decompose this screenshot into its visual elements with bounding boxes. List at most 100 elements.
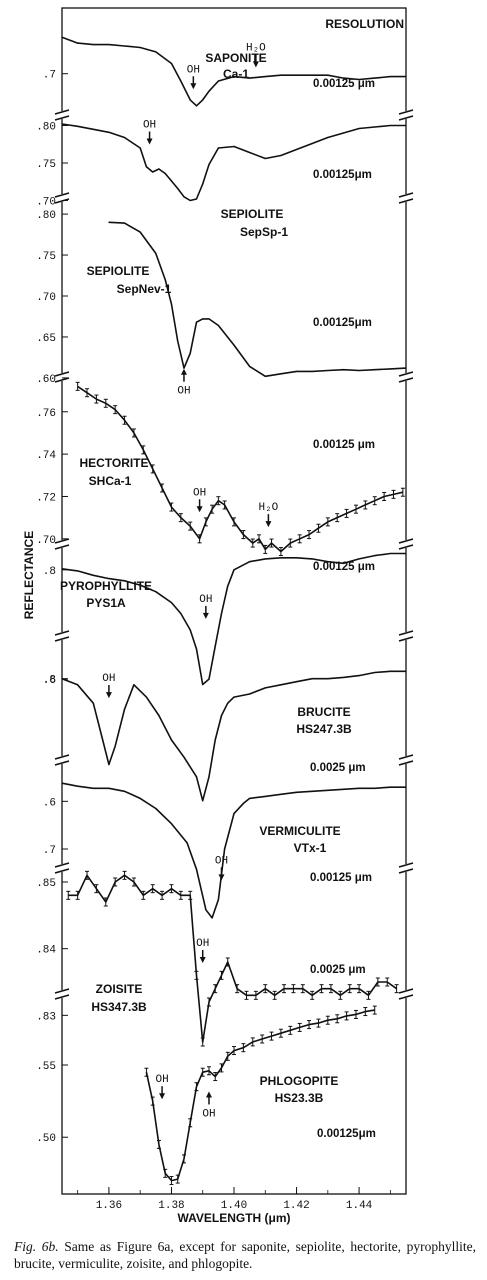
band-annotation: OH — [196, 938, 209, 963]
data-point — [195, 198, 198, 200]
data-point — [233, 569, 235, 571]
axis-break-mark — [54, 994, 70, 1000]
resolution-label: 0.00125 μm — [313, 561, 375, 573]
data-point — [108, 787, 110, 789]
band-arrowhead — [205, 1091, 212, 1098]
data-point — [405, 124, 407, 127]
resolution-header: RESOLUTION — [325, 17, 404, 31]
axis-break-mark — [398, 630, 414, 636]
band-arrowhead — [159, 1093, 166, 1100]
data-point — [195, 105, 198, 107]
axis-break-mark — [398, 988, 414, 994]
data-point — [114, 745, 116, 747]
data-point — [186, 842, 188, 844]
axis-break-mark — [54, 988, 70, 994]
axis-break-gap — [401, 540, 411, 548]
data-point — [183, 196, 185, 198]
band-annotation: H₂O — [246, 42, 266, 68]
data-point — [280, 557, 282, 559]
band-annotation: OH — [143, 120, 156, 145]
data-point — [374, 77, 376, 79]
data-point — [389, 124, 391, 127]
resolution-label: 0.00125μm — [313, 169, 372, 181]
axis-break-mark — [54, 630, 70, 636]
y-tick-label: .55 — [36, 1061, 56, 1073]
x-axis: 1.36 1.38 1.40 1.42 1.44 WAVELENGTH (μm) — [77, 1187, 391, 1225]
data-point — [139, 584, 141, 586]
band-arrowhead — [218, 874, 225, 881]
data-point — [280, 373, 282, 375]
axis-break-mark — [398, 198, 414, 204]
data-point — [342, 369, 345, 371]
sample-id: SHCa-1 — [89, 474, 132, 488]
data-point — [61, 782, 63, 784]
data-point — [295, 681, 298, 683]
band-annotation: OH — [193, 487, 206, 513]
data-point — [195, 321, 198, 323]
data-point — [195, 776, 198, 778]
data-point — [327, 678, 329, 680]
band-label: OH — [196, 938, 209, 950]
data-point — [224, 848, 226, 850]
series-sepiolite-3: .80 .75 .70 .65 .60 OH SEPIOLITE SepNev-1 0.0012… — [36, 210, 407, 398]
y-tick-label: .7 — [43, 845, 56, 857]
data-point — [170, 602, 173, 604]
data-point — [108, 43, 110, 46]
data-point — [358, 78, 360, 81]
data-point — [311, 74, 313, 76]
data-point — [189, 629, 191, 631]
data-point — [108, 131, 110, 133]
axis-break-mark — [398, 115, 414, 121]
data-point — [155, 51, 157, 53]
data-point — [311, 370, 313, 372]
data-point — [327, 136, 329, 139]
x-tick-label: 1.38 — [158, 1200, 184, 1212]
axis-break-mark — [398, 636, 414, 642]
axis-break-mark — [398, 192, 414, 198]
data-point — [214, 739, 216, 741]
y-tick-label: .70 — [36, 292, 56, 304]
data-point — [311, 678, 313, 680]
spectrum-line — [61, 36, 406, 107]
data-point — [217, 324, 219, 327]
axis-break-mark — [54, 868, 70, 874]
spectrum-line — [108, 221, 407, 378]
data-point — [249, 77, 251, 79]
band-annotation: OH — [187, 64, 200, 90]
data-point — [342, 788, 345, 790]
band-label: OH — [202, 1108, 215, 1120]
sample-id: SepNev-1 — [117, 282, 172, 296]
axis-break-mark — [54, 862, 70, 868]
axis-break-mark — [54, 636, 70, 642]
data-point — [123, 45, 126, 47]
data-point — [374, 671, 376, 674]
data-point — [389, 552, 391, 555]
band-annotation: OH — [155, 1074, 169, 1100]
mineral-name: PHLOGOPITE — [260, 1074, 339, 1088]
band-arrowhead — [190, 83, 197, 90]
axis-break-mark — [54, 115, 70, 121]
data-point — [211, 917, 213, 919]
sample-id: VTx-1 — [294, 841, 327, 855]
data-point — [108, 221, 110, 223]
resolution-label: 0.00125μm — [313, 317, 372, 329]
band-annotation: OH — [215, 855, 228, 881]
y-tick-label: .65 — [36, 333, 56, 345]
band-arrowhead — [252, 61, 259, 68]
data-point — [208, 678, 210, 680]
data-point — [327, 789, 329, 791]
y-axis-label: REFLECTANCE — [22, 531, 36, 619]
data-point — [264, 375, 266, 377]
mineral-name: ZOISITE — [96, 982, 143, 996]
data-point — [208, 776, 210, 778]
band-label: OH — [187, 64, 200, 76]
data-point — [139, 46, 141, 49]
data-point — [249, 693, 251, 695]
data-point — [183, 367, 185, 369]
axis-break-mark — [398, 538, 414, 544]
data-point — [374, 369, 376, 371]
